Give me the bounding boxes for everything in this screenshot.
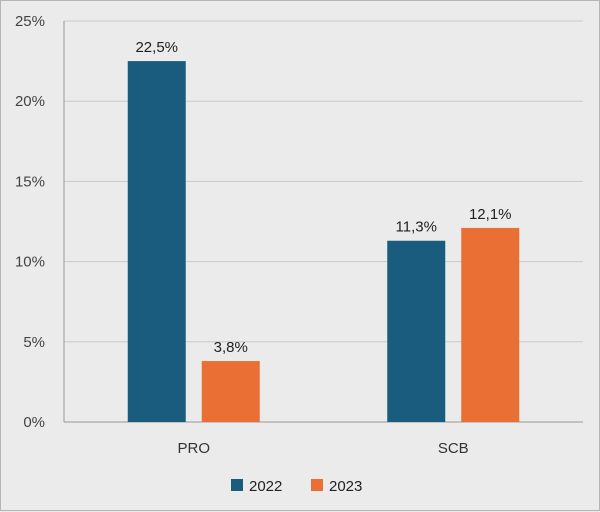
data-label: 3,8% [214,339,248,356]
data-label: 12,1% [469,206,512,223]
y-tick-label: 20% [15,93,45,110]
y-tick-label: 10% [15,254,45,271]
data-label: 22,5% [135,39,178,56]
data-label: 11,3% [396,219,437,236]
legend-swatch [311,479,323,491]
y-tick-label: 15% [15,173,45,190]
bar-2022-SCB [387,240,446,422]
bar-2022-PRO [127,61,186,422]
y-tick-label: 0% [23,414,45,431]
x-tick-label: PRO [177,440,210,457]
bar-2023-SCB [461,227,520,422]
legend-label: 2023 [329,478,362,495]
legend-label: 2022 [249,478,282,495]
legend-swatch [231,479,243,491]
bar-2023-PRO [201,361,260,422]
x-tick-label: SCB [438,440,469,457]
y-tick-label: 5% [23,334,45,351]
y-tick-label: 25% [15,13,45,30]
